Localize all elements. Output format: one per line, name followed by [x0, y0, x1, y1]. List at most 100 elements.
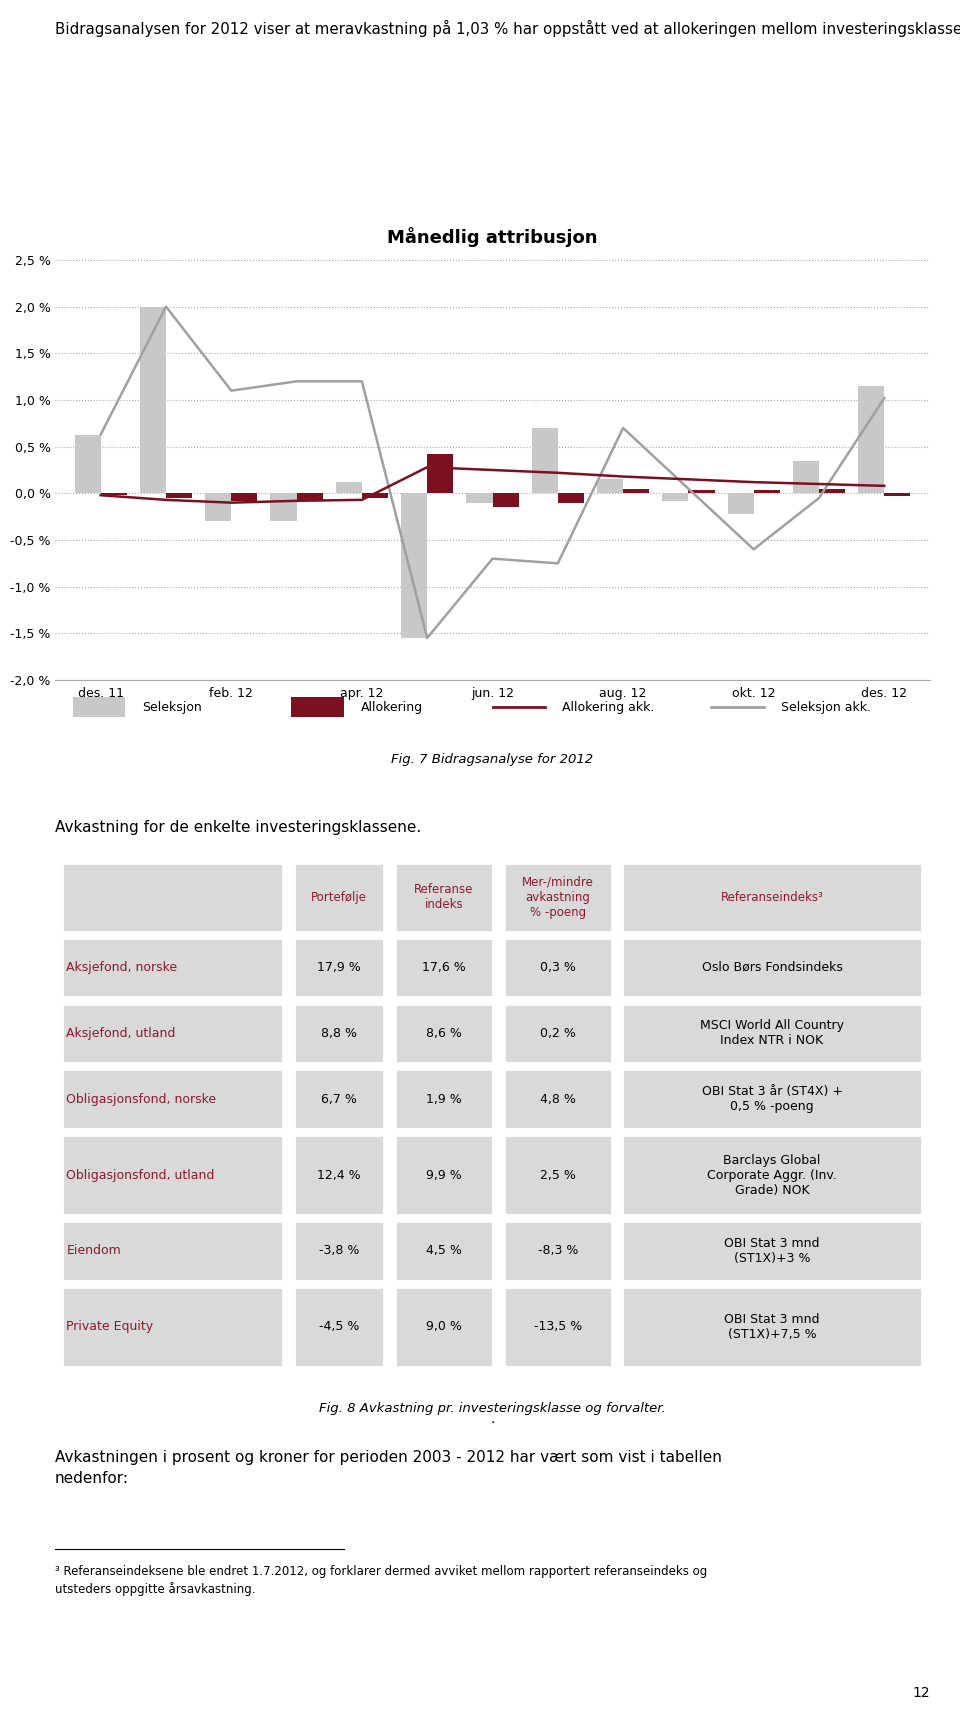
- Bar: [858, 386, 884, 493]
- Bar: [532, 428, 558, 493]
- FancyBboxPatch shape: [62, 937, 283, 998]
- Bar: [231, 493, 257, 501]
- Text: MSCI World All Country
Index NTR i NOK: MSCI World All Country Index NTR i NOK: [700, 1020, 844, 1047]
- Bar: [662, 493, 688, 501]
- FancyBboxPatch shape: [294, 1135, 384, 1216]
- Bar: [75, 434, 101, 493]
- FancyBboxPatch shape: [73, 697, 125, 718]
- FancyBboxPatch shape: [62, 1288, 283, 1367]
- Text: Aksjefond, utland: Aksjefond, utland: [66, 1027, 176, 1041]
- FancyBboxPatch shape: [504, 1221, 612, 1281]
- Text: Fig. 7 Bidragsanalyse for 2012: Fig. 7 Bidragsanalyse for 2012: [392, 754, 593, 766]
- Text: ³ Referanseindeksene ble endret 1.7.2012, og forklarer dermed avviket mellom rap: ³ Referanseindeksene ble endret 1.7.2012…: [55, 1564, 708, 1597]
- FancyBboxPatch shape: [294, 864, 384, 932]
- FancyBboxPatch shape: [294, 937, 384, 998]
- Text: Barclays Global
Corporate Aggr. (Inv.
Grade) NOK: Barclays Global Corporate Aggr. (Inv. Gr…: [708, 1154, 837, 1197]
- Text: 6,7 %: 6,7 %: [321, 1092, 357, 1106]
- Text: 12: 12: [912, 1686, 930, 1700]
- FancyBboxPatch shape: [291, 697, 344, 718]
- FancyBboxPatch shape: [395, 1221, 493, 1281]
- Text: 2,5 %: 2,5 %: [540, 1169, 576, 1181]
- FancyBboxPatch shape: [395, 1288, 493, 1367]
- FancyBboxPatch shape: [395, 1004, 493, 1063]
- FancyBboxPatch shape: [395, 1070, 493, 1130]
- Text: Obligasjonsfond, norske: Obligasjonsfond, norske: [66, 1092, 217, 1106]
- Text: Seleksjon akk.: Seleksjon akk.: [781, 701, 872, 714]
- Text: 0,3 %: 0,3 %: [540, 962, 576, 974]
- FancyBboxPatch shape: [62, 1221, 283, 1281]
- Text: 8,6 %: 8,6 %: [426, 1027, 462, 1041]
- Text: OBI Stat 3 år (ST4X) +
0,5 % -poeng: OBI Stat 3 år (ST4X) + 0,5 % -poeng: [702, 1085, 843, 1113]
- FancyBboxPatch shape: [294, 1070, 384, 1130]
- Bar: [623, 489, 649, 493]
- Bar: [467, 493, 492, 503]
- Bar: [728, 493, 754, 513]
- FancyBboxPatch shape: [622, 864, 923, 932]
- FancyBboxPatch shape: [294, 1004, 384, 1063]
- Text: 4,5 %: 4,5 %: [426, 1245, 462, 1257]
- Text: -4,5 %: -4,5 %: [319, 1320, 359, 1334]
- Text: Portefølje: Portefølje: [311, 891, 367, 903]
- Text: OBI Stat 3 mnd
(ST1X)+3 %: OBI Stat 3 mnd (ST1X)+3 %: [724, 1236, 820, 1265]
- FancyBboxPatch shape: [504, 864, 612, 932]
- Bar: [492, 493, 518, 507]
- Text: OBI Stat 3 mnd
(ST1X)+7,5 %: OBI Stat 3 mnd (ST1X)+7,5 %: [724, 1314, 820, 1341]
- FancyBboxPatch shape: [622, 1221, 923, 1281]
- FancyBboxPatch shape: [622, 1135, 923, 1216]
- FancyBboxPatch shape: [622, 1004, 923, 1063]
- FancyBboxPatch shape: [395, 864, 493, 932]
- Text: Eiendom: Eiendom: [66, 1245, 121, 1257]
- FancyBboxPatch shape: [504, 1135, 612, 1216]
- Text: 1,9 %: 1,9 %: [426, 1092, 462, 1106]
- FancyBboxPatch shape: [395, 1135, 493, 1216]
- Text: 0,2 %: 0,2 %: [540, 1027, 576, 1041]
- Text: Avkastning for de enkelte investeringsklassene.: Avkastning for de enkelte investeringskl…: [55, 821, 421, 834]
- Text: 9,0 %: 9,0 %: [426, 1320, 462, 1334]
- Bar: [362, 493, 388, 498]
- Text: Bidragsanalysen for 2012 viser at meravkastning på 1,03 % har oppstått ved at al: Bidragsanalysen for 2012 viser at meravk…: [55, 21, 960, 38]
- Text: Allokering: Allokering: [361, 701, 423, 714]
- Text: 8,8 %: 8,8 %: [321, 1027, 357, 1041]
- Bar: [884, 493, 910, 496]
- Text: Avkastningen i prosent og kroner for perioden 2003 - 2012 har vært som vist i ta: Avkastningen i prosent og kroner for per…: [55, 1449, 722, 1485]
- Bar: [819, 489, 845, 493]
- Bar: [793, 460, 819, 493]
- Text: Referanse
indeks: Referanse indeks: [415, 884, 473, 912]
- Text: Mer-/mindre
avkastning
% -poeng: Mer-/mindre avkastning % -poeng: [521, 876, 593, 919]
- Bar: [688, 489, 714, 493]
- Bar: [166, 493, 192, 498]
- FancyBboxPatch shape: [622, 1288, 923, 1367]
- FancyBboxPatch shape: [294, 1288, 384, 1367]
- Bar: [336, 482, 362, 493]
- FancyBboxPatch shape: [62, 864, 283, 932]
- Bar: [558, 493, 584, 503]
- Text: Fig. 8 Avkastning pr. investeringsklasse og forvalter.: Fig. 8 Avkastning pr. investeringsklasse…: [319, 1403, 666, 1415]
- Text: Allokering akk.: Allokering akk.: [563, 701, 655, 714]
- FancyBboxPatch shape: [504, 1070, 612, 1130]
- FancyBboxPatch shape: [62, 1135, 283, 1216]
- Text: -8,3 %: -8,3 %: [538, 1245, 578, 1257]
- Bar: [271, 493, 297, 522]
- Text: 17,9 %: 17,9 %: [317, 962, 361, 974]
- Text: Aksjefond, norske: Aksjefond, norske: [66, 962, 178, 974]
- Text: Private Equity: Private Equity: [66, 1320, 154, 1334]
- Text: 4,8 %: 4,8 %: [540, 1092, 576, 1106]
- Bar: [297, 493, 323, 501]
- FancyBboxPatch shape: [504, 1004, 612, 1063]
- FancyBboxPatch shape: [62, 1070, 283, 1130]
- Text: Seleksjon: Seleksjon: [142, 701, 203, 714]
- Text: .: .: [491, 1411, 494, 1427]
- Text: Obligasjonsfond, utland: Obligasjonsfond, utland: [66, 1169, 215, 1181]
- FancyBboxPatch shape: [395, 937, 493, 998]
- Text: -13,5 %: -13,5 %: [534, 1320, 582, 1334]
- Bar: [101, 493, 127, 494]
- Bar: [754, 489, 780, 493]
- Title: Månedlig attribusjon: Månedlig attribusjon: [387, 227, 598, 247]
- FancyBboxPatch shape: [294, 1221, 384, 1281]
- Text: 12,4 %: 12,4 %: [317, 1169, 361, 1181]
- Text: Referanseindeks³: Referanseindeks³: [721, 891, 824, 903]
- Bar: [597, 479, 623, 493]
- FancyBboxPatch shape: [622, 1070, 923, 1130]
- Text: 9,9 %: 9,9 %: [426, 1169, 462, 1181]
- Bar: [140, 307, 166, 493]
